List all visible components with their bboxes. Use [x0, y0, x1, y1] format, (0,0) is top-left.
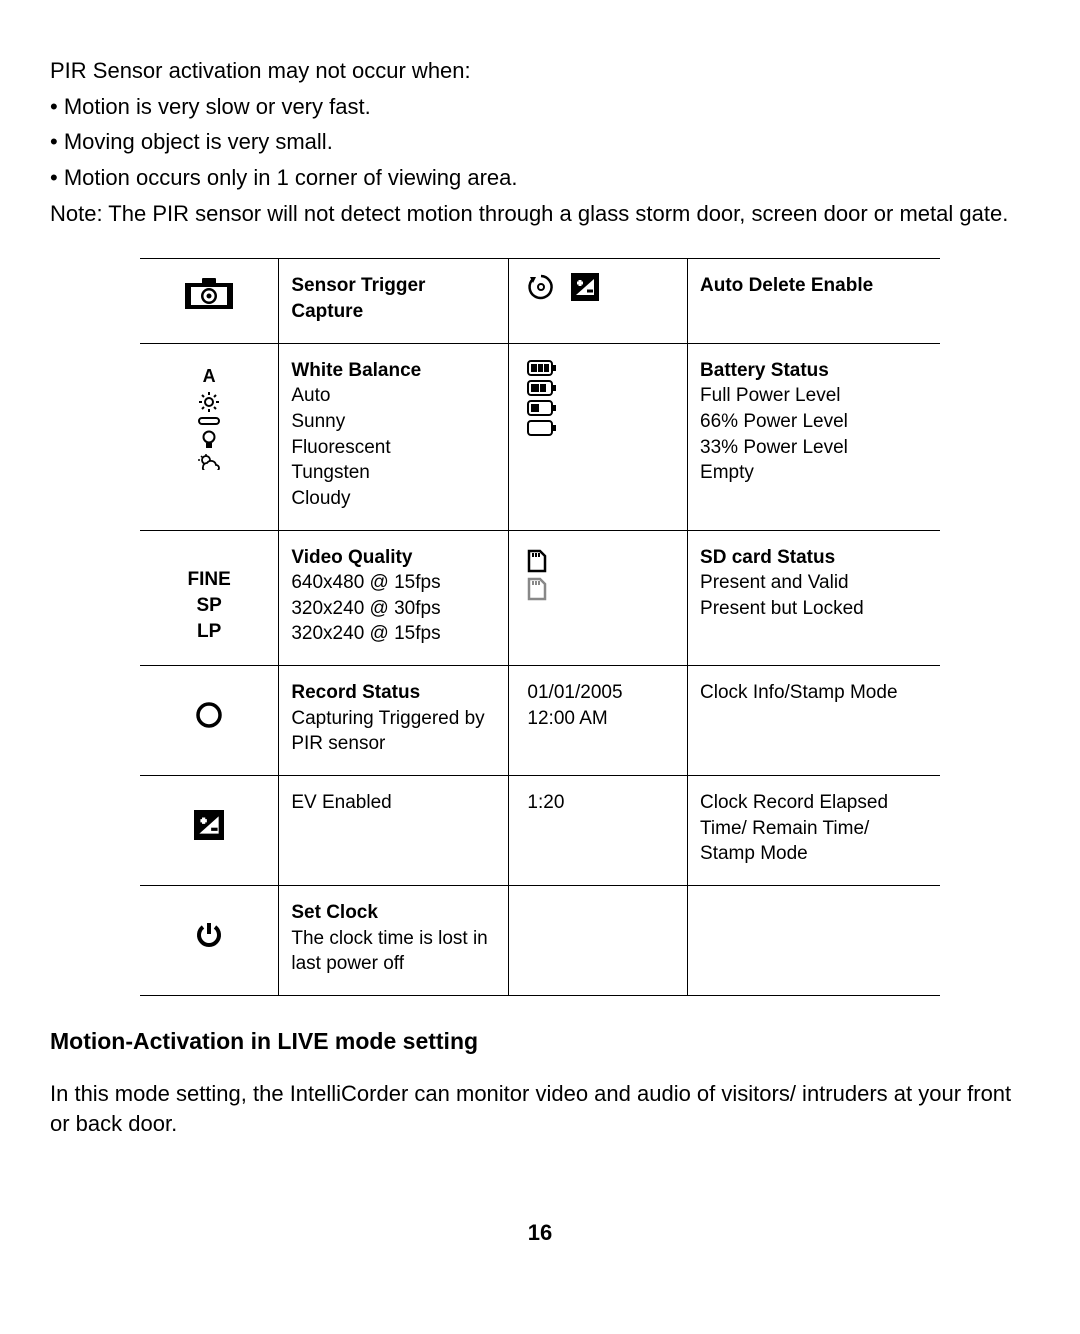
white-balance-icons-cell: A [140, 343, 279, 530]
video-quality-cell: Video Quality 640x480 @ 15fps 320x240 @ … [279, 530, 509, 666]
white-balance-cell: White Balance Auto Sunny Fluorescent Tun… [279, 343, 509, 530]
section-body: In this mode setting, the IntelliCorder … [50, 1079, 1030, 1138]
auto-delete-label: Auto Delete Enable [688, 259, 940, 343]
record-icon [195, 701, 223, 729]
ev-enabled-cell: EV Enabled [279, 776, 509, 886]
clock-record-cell: Clock Record Elapsed Time/ Remain Time/ … [688, 776, 940, 886]
video-quality-labels-cell: FINE SP LP [140, 530, 279, 666]
sd-icons-cell [509, 530, 688, 666]
sun-icon [199, 392, 219, 412]
table-row: Set Clock The clock time is lost in last… [140, 885, 940, 995]
auto-delete-icon-cell [509, 259, 688, 343]
battery-33-icon [527, 400, 557, 416]
ev-icon-cell [140, 776, 279, 886]
camera-icon [185, 273, 233, 309]
set-clock-cell: Set Clock The clock time is lost in last… [279, 885, 509, 995]
intro-lead: PIR Sensor activation may not occur when… [50, 56, 1030, 86]
battery-66-icon [527, 380, 557, 396]
tungsten-icon [202, 430, 216, 450]
recycle-icon [527, 273, 555, 301]
icon-legend-table: Sensor Trigger Capture Auto Delete Enabl… [140, 258, 940, 995]
battery-empty-icon [527, 420, 557, 436]
sd-valid-icon [527, 549, 547, 573]
clock-value-cell: 01/01/2005 12:00 AM [509, 666, 688, 776]
intro-bullet-3: Motion occurs only in 1 corner of viewin… [50, 163, 1030, 193]
empty-cell [688, 885, 940, 995]
page-number: 16 [50, 1218, 1030, 1248]
intro-note: Note: The PIR sensor will not detect mot… [50, 199, 1030, 229]
auto-a-icon: A [203, 364, 216, 388]
section-title: Motion-Activation in LIVE mode setting [50, 1026, 1030, 1057]
sd-locked-icon [527, 577, 547, 601]
table-row: EV Enabled 1:20 Clock Record Elapsed Tim… [140, 776, 940, 886]
empty-cell [509, 885, 688, 995]
battery-icons-cell [509, 343, 688, 530]
intro-bullet-1: Motion is very slow or very fast. [50, 92, 1030, 122]
intro-text: PIR Sensor activation may not occur when… [50, 56, 1030, 228]
sensor-trigger-label: Sensor Trigger Capture [279, 259, 509, 343]
table-row: Record Status Capturing Triggered by PIR… [140, 666, 940, 776]
power-icon [194, 920, 224, 950]
ev-box-icon [571, 273, 599, 301]
battery-full-icon [527, 360, 557, 376]
battery-status-cell: Battery Status Full Power Level 66% Powe… [688, 343, 940, 530]
cloudy-icon [198, 454, 220, 470]
table-row: Sensor Trigger Capture Auto Delete Enabl… [140, 259, 940, 343]
record-icon-cell [140, 666, 279, 776]
record-status-cell: Record Status Capturing Triggered by PIR… [279, 666, 509, 776]
sd-status-cell: SD card Status Present and Valid Present… [688, 530, 940, 666]
intro-bullet-2: Moving object is very small. [50, 127, 1030, 157]
table-row: FINE SP LP Video Quality 640x480 @ 15fps… [140, 530, 940, 666]
fluorescent-icon [197, 416, 221, 426]
camera-icon-cell [140, 259, 279, 343]
clock-info-cell: Clock Info/Stamp Mode [688, 666, 940, 776]
ev-icon [194, 810, 224, 840]
table-row: A [140, 343, 940, 530]
power-icon-cell [140, 885, 279, 995]
elapsed-time-cell: 1:20 [509, 776, 688, 886]
